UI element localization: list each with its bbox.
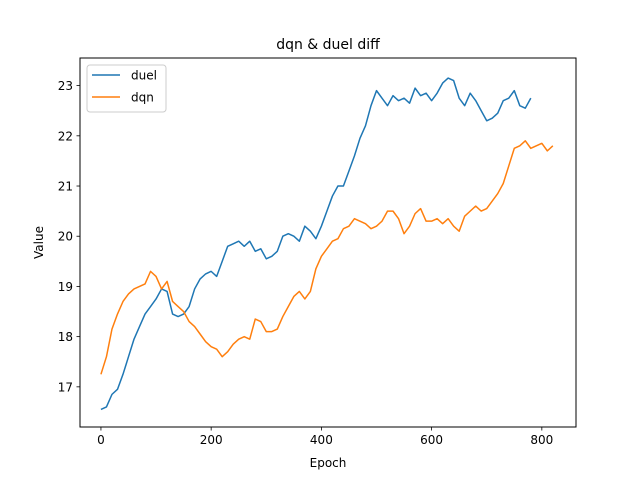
legend-label-dqn: dqn bbox=[131, 91, 154, 105]
x-tick-label: 600 bbox=[420, 433, 443, 447]
y-tick-label: 22 bbox=[58, 129, 73, 143]
y-tick-label: 17 bbox=[58, 380, 73, 394]
x-tick-label: 0 bbox=[97, 433, 105, 447]
y-tick-label: 20 bbox=[58, 230, 73, 244]
y-axis-label: Value bbox=[32, 226, 46, 259]
series-line-dqn bbox=[100, 140, 554, 375]
x-tick-label: 200 bbox=[200, 433, 223, 447]
legend-box bbox=[86, 64, 167, 113]
legend: duel dqn bbox=[86, 64, 167, 113]
x-tick-label: 800 bbox=[530, 433, 553, 447]
x-tick-label: 400 bbox=[310, 433, 333, 447]
axis-ticks: 0 200 400 600 800 17 18 19 20 21 22 23 bbox=[58, 79, 554, 447]
legend-label-duel: duel bbox=[131, 69, 157, 83]
plot-area bbox=[100, 77, 554, 411]
y-tick-label: 19 bbox=[58, 280, 73, 294]
y-tick-label: 23 bbox=[58, 79, 73, 93]
plot-frame bbox=[79, 57, 577, 428]
chart-title: dqn & duel diff bbox=[276, 37, 380, 53]
y-tick-label: 18 bbox=[58, 330, 73, 344]
series-line-duel bbox=[100, 77, 532, 411]
y-tick-label: 21 bbox=[58, 180, 73, 194]
x-axis-label: Epoch bbox=[310, 456, 347, 470]
